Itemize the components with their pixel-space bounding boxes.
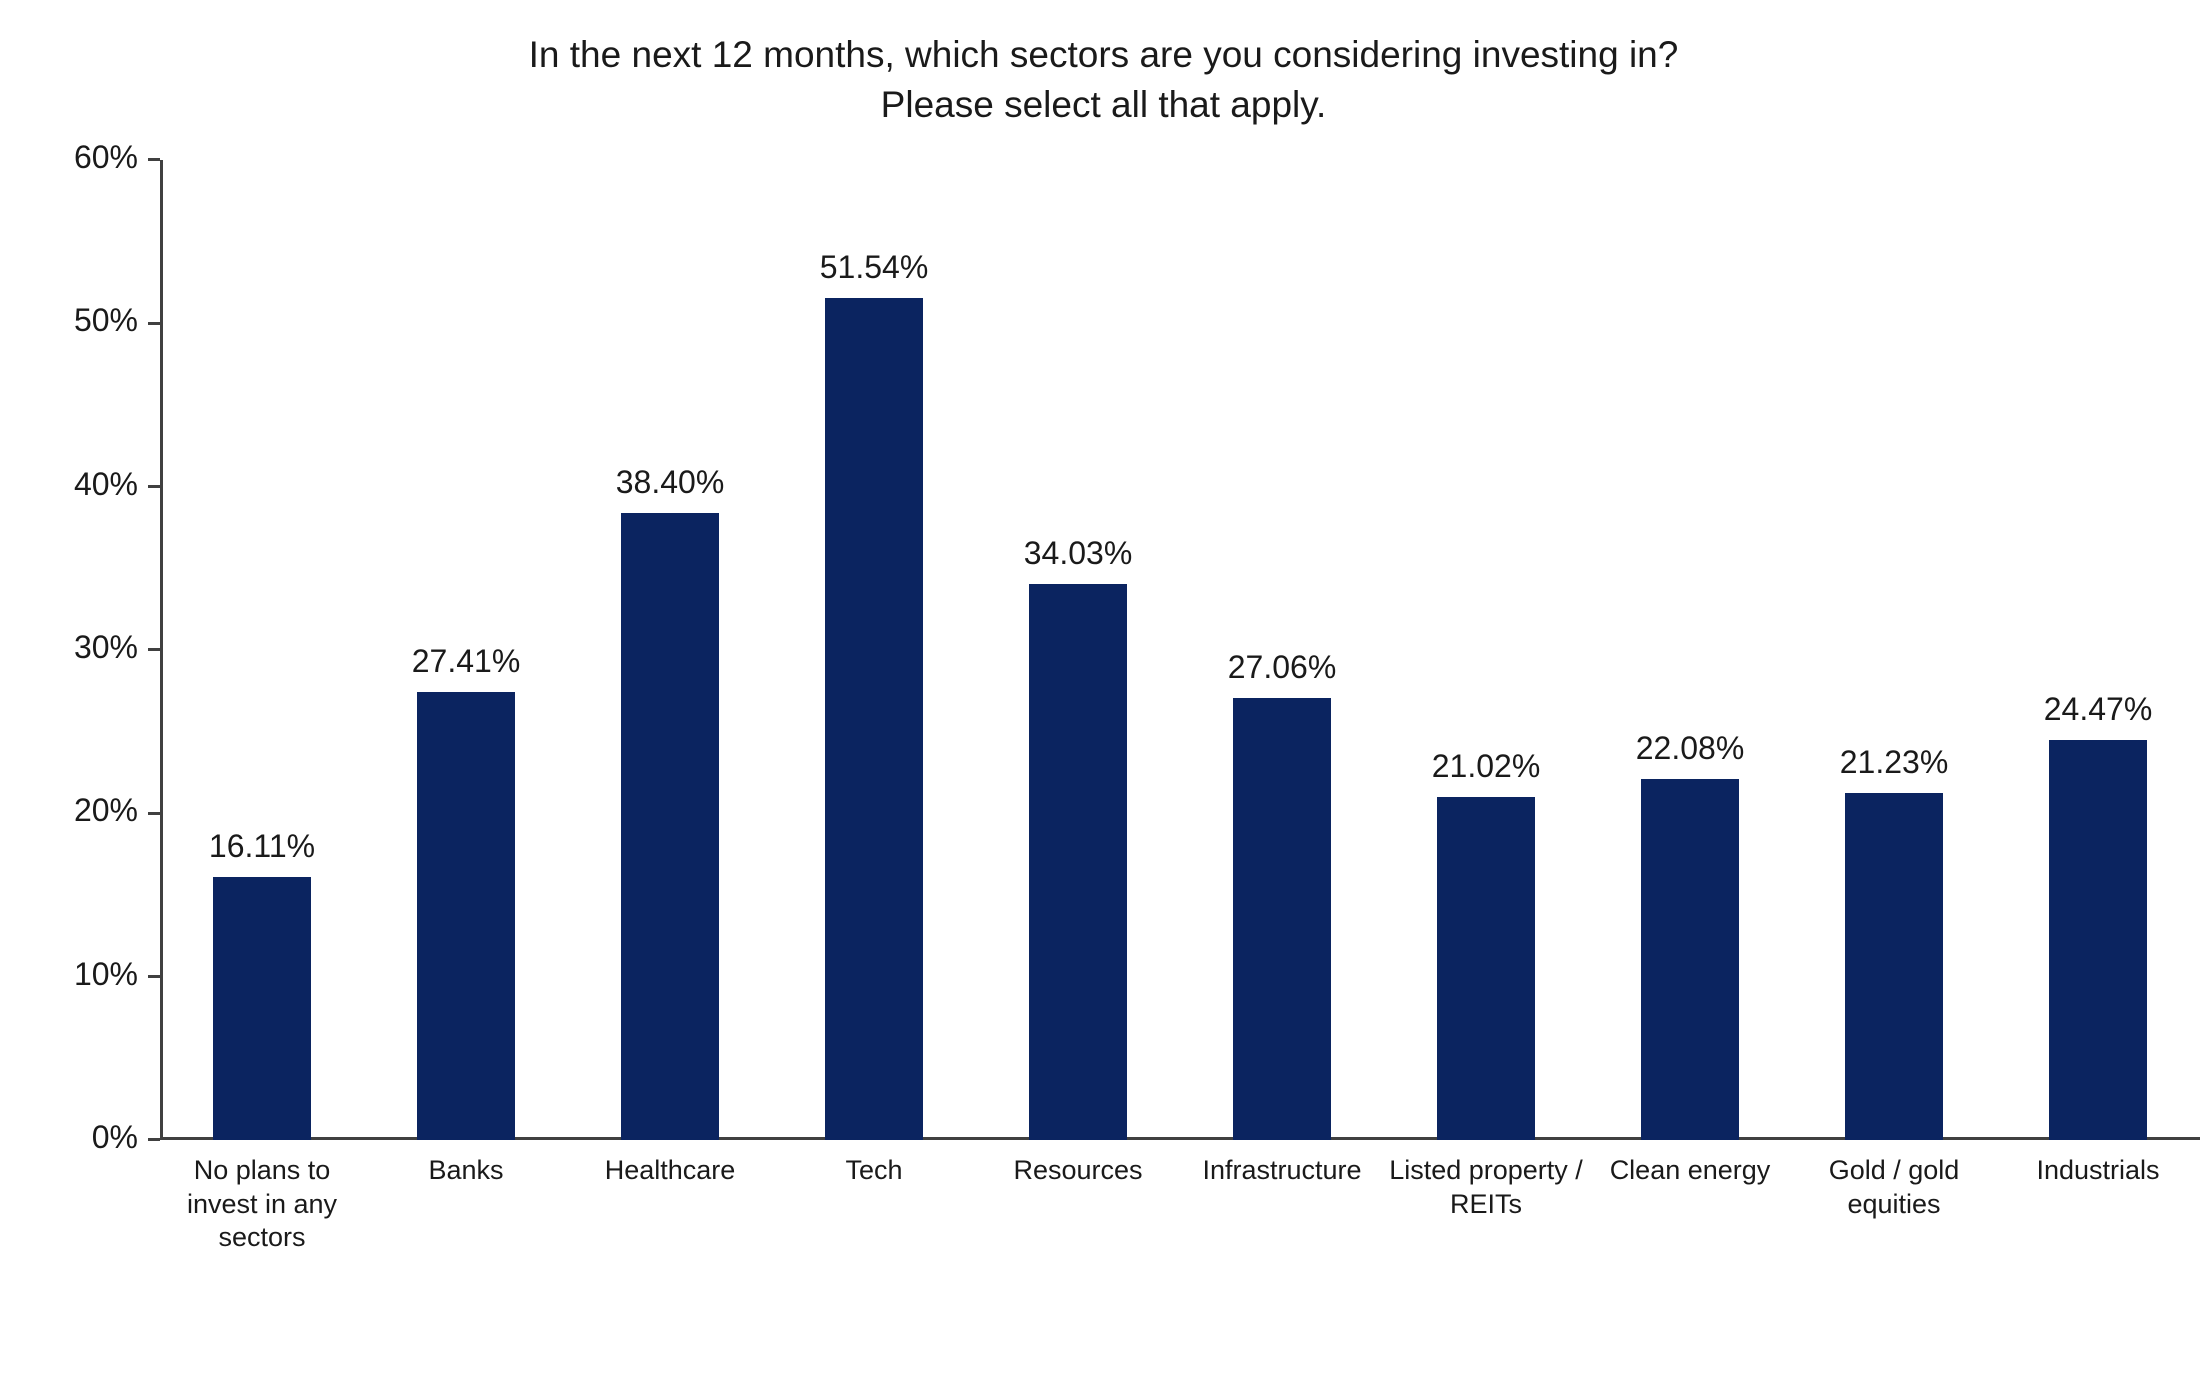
y-tick-label: 0% xyxy=(40,1119,138,1156)
chart-title-line2: Please select all that apply. xyxy=(40,80,2167,130)
bar-value-label: 22.08% xyxy=(1588,730,1792,767)
bar-value-label: 27.06% xyxy=(1180,649,1384,686)
x-category-label: Listed property / REITs xyxy=(1388,1154,1584,1222)
y-tick xyxy=(148,158,160,161)
x-category-label: Industrials xyxy=(2000,1154,2196,1188)
x-category-label: Tech xyxy=(776,1154,972,1188)
y-tick-label: 60% xyxy=(40,139,138,176)
y-tick xyxy=(148,322,160,325)
bar xyxy=(825,298,923,1140)
y-tick xyxy=(148,648,160,651)
y-tick xyxy=(148,812,160,815)
bar xyxy=(621,513,719,1140)
chart-title: In the next 12 months, which sectors are… xyxy=(40,30,2167,130)
x-category-label: Gold / gold equities xyxy=(1796,1154,1992,1222)
y-tick-label: 40% xyxy=(40,466,138,503)
chart-title-line1: In the next 12 months, which sectors are… xyxy=(40,30,2167,80)
bar xyxy=(1233,698,1331,1140)
bar xyxy=(1641,779,1739,1140)
bar-value-label: 38.40% xyxy=(568,464,772,501)
x-category-label: Banks xyxy=(368,1154,564,1188)
plot-area: 0%10%20%30%40%50%60%16.11%No plans to in… xyxy=(40,160,2200,1140)
bar-value-label: 51.54% xyxy=(772,249,976,286)
bar xyxy=(1845,793,1943,1140)
bar-value-label: 34.03% xyxy=(976,535,1180,572)
bar xyxy=(2049,740,2147,1140)
y-tick xyxy=(148,975,160,978)
y-tick xyxy=(148,1138,160,1141)
x-category-label: Infrastructure xyxy=(1184,1154,1380,1188)
y-tick-label: 10% xyxy=(40,956,138,993)
x-category-label: No plans to invest in any sectors xyxy=(164,1154,360,1255)
bar xyxy=(1437,797,1535,1140)
x-category-label: Clean energy xyxy=(1592,1154,1788,1188)
y-axis xyxy=(160,160,163,1140)
y-tick-label: 30% xyxy=(40,629,138,666)
bar-value-label: 24.47% xyxy=(1996,691,2200,728)
x-category-label: Healthcare xyxy=(572,1154,768,1188)
x-category-label: Resources xyxy=(980,1154,1176,1188)
bar-value-label: 27.41% xyxy=(364,643,568,680)
y-tick-label: 20% xyxy=(40,792,138,829)
bar-value-label: 21.02% xyxy=(1384,748,1588,785)
y-tick xyxy=(148,485,160,488)
bar xyxy=(417,692,515,1140)
bar xyxy=(1029,584,1127,1140)
y-tick-label: 50% xyxy=(40,302,138,339)
bar xyxy=(213,877,311,1140)
bar-chart: In the next 12 months, which sectors are… xyxy=(0,0,2207,1385)
bar-value-label: 16.11% xyxy=(160,828,364,865)
bar-value-label: 21.23% xyxy=(1792,744,1996,781)
